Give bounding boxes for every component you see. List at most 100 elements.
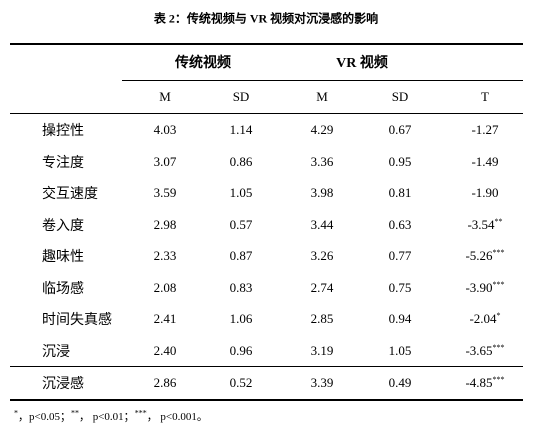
cell-value: 4.29 bbox=[310, 122, 334, 137]
cell: -4.85*** bbox=[465, 375, 504, 391]
footnote-mark: *** bbox=[134, 408, 147, 418]
cell: 1.14 bbox=[230, 122, 253, 138]
footnote-text: ， p<0.01； bbox=[78, 411, 135, 423]
cell-value: 0.96 bbox=[229, 342, 253, 358]
cell-value: 0.86 bbox=[229, 153, 253, 169]
cell: 0.49 bbox=[389, 375, 412, 391]
cell: 0.52 bbox=[230, 375, 253, 391]
group-header: VR 视频 bbox=[336, 56, 388, 71]
cell-value: 0.63 bbox=[388, 216, 412, 232]
row-label: 专注度 bbox=[42, 155, 84, 171]
cell: 0.83 bbox=[230, 280, 253, 296]
significance: *** bbox=[492, 247, 505, 257]
footnote-text: ，p<0.05； bbox=[18, 411, 71, 423]
footnote-mark: ** bbox=[70, 408, 79, 418]
cell-value: 0.94 bbox=[388, 311, 412, 326]
cell-value: 2.74 bbox=[310, 279, 334, 295]
cell-value: 0.67 bbox=[388, 122, 412, 137]
cell: -1.49 bbox=[471, 154, 498, 170]
cell: 2.85 bbox=[311, 311, 334, 327]
top-rule bbox=[10, 43, 523, 45]
cell: -1.27 bbox=[471, 122, 498, 138]
cell: 4.29 bbox=[311, 122, 334, 138]
cell-value: -1.90 bbox=[471, 185, 499, 200]
cell-value: -3.54 bbox=[467, 216, 495, 232]
cell: 0.77 bbox=[389, 248, 412, 264]
cell-value: 3.36 bbox=[310, 153, 334, 169]
cell: 2.98 bbox=[154, 217, 177, 233]
cell: -1.90 bbox=[471, 185, 498, 201]
footnote-mark: * bbox=[14, 408, 18, 418]
cell: 0.57 bbox=[230, 217, 253, 233]
cell-value: 0.87 bbox=[229, 248, 253, 263]
cell-value: -4.85 bbox=[465, 375, 493, 391]
header-rule bbox=[10, 113, 523, 114]
cell: 3.59 bbox=[154, 185, 177, 201]
row-label: 临场感 bbox=[42, 281, 84, 297]
cell: 1.05 bbox=[389, 343, 412, 359]
cell-value: 0.57 bbox=[229, 216, 253, 232]
cell: 2.86 bbox=[154, 375, 177, 391]
footnote-text: ， p<0.001。 bbox=[146, 411, 208, 423]
group-header: 传统视频 bbox=[175, 56, 231, 71]
cell: 0.81 bbox=[389, 185, 412, 201]
cell-value: -2.04 bbox=[469, 311, 497, 327]
row-label: 沉浸感 bbox=[42, 377, 84, 392]
cell: 0.87 bbox=[230, 248, 253, 264]
significance: *** bbox=[492, 374, 505, 384]
cell-value: 2.08 bbox=[153, 279, 177, 295]
cell-value: 2.85 bbox=[310, 311, 334, 326]
cell: -2.04* bbox=[469, 311, 500, 327]
cell: 2.08 bbox=[154, 280, 177, 296]
cell-value: 3.59 bbox=[153, 185, 177, 200]
cell-value: -1.49 bbox=[471, 153, 499, 169]
cell: -5.26*** bbox=[465, 248, 504, 264]
cell-value: 3.19 bbox=[310, 342, 334, 358]
cell: -3.54** bbox=[467, 216, 502, 232]
cell: 1.06 bbox=[230, 311, 253, 327]
cell-value: 3.07 bbox=[153, 153, 177, 169]
cell-value: 0.81 bbox=[388, 185, 412, 200]
cell-value: 2.98 bbox=[153, 216, 177, 232]
cell-value: 0.83 bbox=[229, 279, 253, 295]
cell: -3.90*** bbox=[465, 279, 504, 295]
cell-value: 0.75 bbox=[388, 279, 412, 295]
column-header: T bbox=[481, 89, 489, 104]
cell-value: 3.44 bbox=[310, 216, 334, 232]
cell-value: -3.90 bbox=[465, 279, 493, 295]
cell-value: 1.05 bbox=[388, 342, 412, 358]
cell: 0.63 bbox=[389, 217, 412, 233]
cell: 0.67 bbox=[389, 122, 412, 138]
cell: 1.05 bbox=[230, 185, 253, 201]
cell-value: 2.41 bbox=[153, 311, 177, 326]
cell: 2.74 bbox=[311, 280, 334, 296]
row-label: 卷入度 bbox=[42, 218, 84, 234]
cell-value: -1.27 bbox=[471, 122, 499, 137]
significance: * bbox=[496, 310, 501, 320]
cell-value: 2.33 bbox=[153, 248, 177, 263]
cell-value: 1.05 bbox=[229, 185, 253, 200]
cell-value: 0.95 bbox=[388, 153, 412, 169]
cell-value: -5.26 bbox=[465, 248, 493, 264]
cell-value: 0.52 bbox=[229, 375, 253, 390]
cell: 3.36 bbox=[311, 154, 334, 170]
cell-value: 3.26 bbox=[310, 248, 334, 263]
cell: 0.96 bbox=[230, 343, 253, 359]
significance: *** bbox=[492, 342, 505, 352]
cell: 3.07 bbox=[154, 154, 177, 170]
cell: 0.95 bbox=[389, 154, 412, 170]
cell-value: 4.03 bbox=[153, 122, 177, 137]
cell-value: 1.06 bbox=[229, 311, 253, 326]
cell-value: 1.14 bbox=[229, 122, 253, 137]
cell: 0.94 bbox=[389, 311, 412, 327]
cell: 3.19 bbox=[311, 343, 334, 359]
cell-value: 0.49 bbox=[388, 375, 412, 390]
cell-value: 2.40 bbox=[153, 342, 177, 358]
cell-value: 3.39 bbox=[310, 375, 334, 390]
cell-value: 0.77 bbox=[388, 248, 412, 263]
cell: 4.03 bbox=[154, 122, 177, 138]
cell-value: -3.65 bbox=[465, 342, 493, 358]
row-label: 趣味性 bbox=[42, 250, 84, 265]
footnote: *，p<0.05；**， p<0.01；***， p<0.001。 bbox=[14, 408, 208, 424]
